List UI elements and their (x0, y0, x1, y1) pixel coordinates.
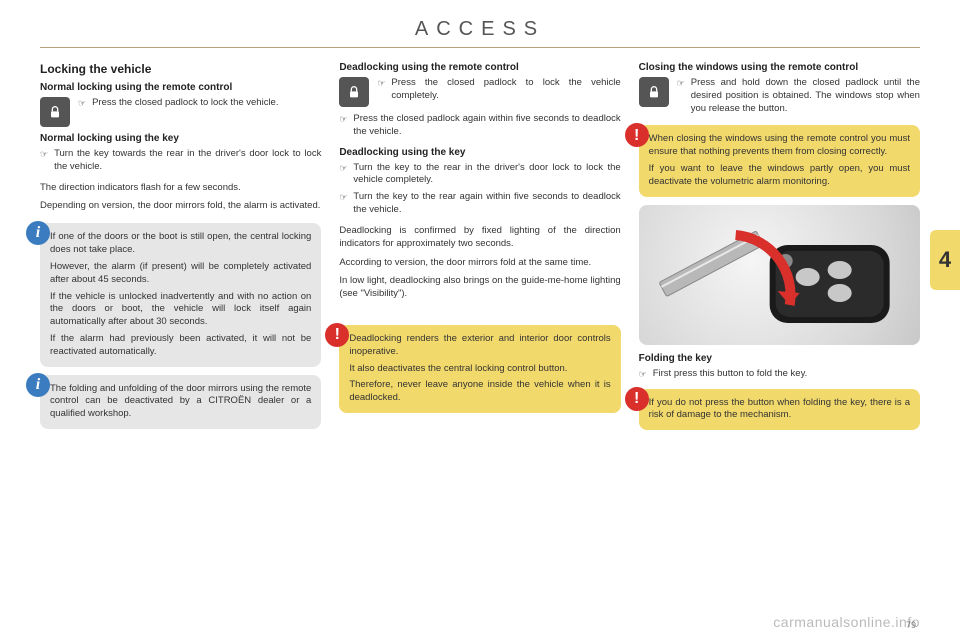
normal-remote-text: Press the closed padlock to lock the veh… (92, 97, 278, 110)
close-windows-row: ☞ Press and hold down the closed padlock… (639, 77, 920, 119)
column-1: Locking the vehicle Normal locking using… (40, 62, 321, 438)
info-icon: i (26, 221, 50, 245)
info-icon: i (26, 373, 50, 397)
close-windows-bullet: ☞ Press and hold down the closed padlock… (677, 77, 920, 115)
info-box-mirrors: i The folding and unfolding of the door … (40, 375, 321, 429)
normal-remote-bullet: ☞ Press the closed padlock to lock the v… (78, 97, 278, 110)
content-columns: Locking the vehicle Normal locking using… (40, 62, 920, 438)
flash-paragraph: The direction indicators flash for a few… (40, 182, 321, 195)
watermark-text: carmanualsonline.info (773, 614, 920, 630)
dead-remote-text1: Press the closed padlock to lock the veh… (391, 77, 620, 103)
warning-icon: ! (625, 387, 649, 411)
dead-remote-row: ☞ Press the closed padlock to lock the v… (339, 77, 620, 107)
warn-dead-p3: Therefore, never leave anyone inside the… (349, 379, 610, 405)
padlock-icon (40, 97, 70, 127)
bullet-arrow-icon: ☞ (377, 77, 385, 103)
close-windows-heading: Closing the windows using the remote con… (639, 62, 920, 73)
dead-remote-heading: Deadlocking using the remote control (339, 62, 620, 73)
dead-key-heading: Deadlocking using the key (339, 147, 620, 158)
column-2: Deadlocking using the remote control ☞ P… (339, 62, 620, 438)
warning-icon: ! (625, 123, 649, 147)
info1-p3: If the vehicle is unlocked inadvertently… (50, 291, 311, 329)
info2-p1: The folding and unfolding of the door mi… (50, 383, 311, 421)
bullet-arrow-icon: ☞ (40, 148, 48, 174)
bullet-arrow-icon: ☞ (78, 97, 86, 110)
bullet-arrow-icon: ☞ (639, 368, 647, 381)
info1-p1: If one of the doors or the boot is still… (50, 231, 311, 257)
dead-remote-bullet2: ☞ Press the closed padlock again within … (339, 113, 620, 139)
warning-icon: ! (325, 323, 349, 347)
chapter-number: 4 (939, 247, 951, 273)
warn-win-p1: When closing the windows using the remot… (649, 133, 910, 159)
normal-remote-heading: Normal locking using the remote control (40, 82, 321, 93)
page: ACCESS Locking the vehicle Normal lockin… (0, 0, 960, 640)
locking-heading: Locking the vehicle (40, 62, 321, 76)
padlock-icon (639, 77, 669, 107)
padlock-icon (339, 77, 369, 107)
chapter-tab: 4 (930, 230, 960, 290)
normal-key-heading: Normal locking using the key (40, 133, 321, 144)
page-header-title: ACCESS (40, 18, 920, 41)
dead-confirm-para: Deadlocking is confirmed by fixed lighti… (339, 225, 620, 251)
fold-key-heading: Folding the key (639, 353, 920, 364)
dead-remote-text2: Press the closed padlock again within fi… (353, 113, 620, 139)
bullet-arrow-icon: ☞ (677, 77, 685, 115)
mirrors-paragraph: Depending on version, the door mirrors f… (40, 200, 321, 213)
dead-key-text1: Turn the key to the rear in the driver's… (353, 162, 620, 188)
dead-mirrors-para: According to version, the door mirrors f… (339, 257, 620, 270)
info-box-doors: i If one of the doors or the boot is sti… (40, 223, 321, 366)
info1-p2: However, the alarm (if present) will be … (50, 261, 311, 287)
fold-key-text: First press this button to fold the key. (653, 368, 920, 381)
warn-box-deadlock: ! Deadlocking renders the exterior and i… (339, 325, 620, 413)
fold-key-bullet: ☞ First press this button to fold the ke… (639, 368, 920, 381)
dead-key-bullet1: ☞ Turn the key to the rear in the driver… (339, 162, 620, 188)
close-windows-text: Press and hold down the closed padlock u… (691, 77, 920, 115)
bullet-arrow-icon: ☞ (339, 162, 347, 188)
warn-dead-p2: It also deactivates the central locking … (349, 363, 610, 376)
dead-lowlight-para: In low light, deadlocking also brings on… (339, 275, 620, 301)
key-fold-image (639, 205, 920, 345)
dead-remote-bullet1: ☞ Press the closed padlock to lock the v… (377, 77, 620, 103)
warn-dead-p1: Deadlocking renders the exterior and int… (349, 333, 610, 359)
warn-box-foldkey: ! If you do not press the button when fo… (639, 389, 920, 431)
header-rule (40, 47, 920, 48)
bullet-arrow-icon: ☞ (339, 113, 347, 139)
normal-key-bullet: ☞ Turn the key towards the rear in the d… (40, 148, 321, 174)
warn-win-p2: If you want to leave the windows partly … (649, 163, 910, 189)
normal-remote-row: ☞ Press the closed padlock to lock the v… (40, 97, 321, 127)
column-3: Closing the windows using the remote con… (639, 62, 920, 438)
dead-key-bullet2: ☞ Turn the key to the rear again within … (339, 191, 620, 217)
warn-box-windows: ! When closing the windows using the rem… (639, 125, 920, 196)
info1-p4: If the alarm had previously been activat… (50, 333, 311, 359)
dead-key-text2: Turn the key to the rear again within fi… (353, 191, 620, 217)
warn-fold-p1: If you do not press the button when fold… (649, 397, 910, 423)
normal-key-text: Turn the key towards the rear in the dri… (54, 148, 321, 174)
bullet-arrow-icon: ☞ (339, 191, 347, 217)
